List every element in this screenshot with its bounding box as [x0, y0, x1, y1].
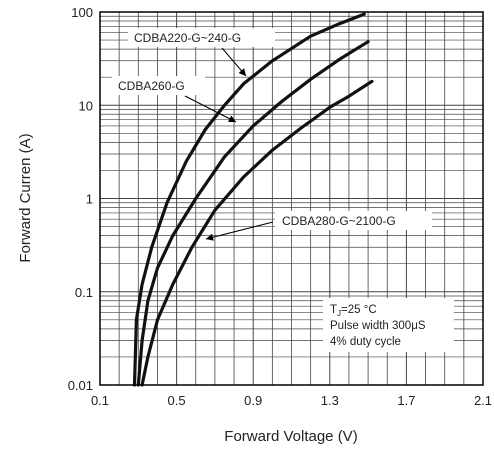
note-temperature: TJ=25 °C	[330, 304, 377, 318]
series-label: CDBA220-G~240-G	[134, 31, 241, 45]
series-label: CDBA260-G	[118, 79, 185, 93]
x-tick-label: 2.1	[474, 393, 492, 408]
y-tick-label: 1	[86, 192, 93, 207]
x-tick-label: 0.9	[244, 393, 262, 408]
x-axis-title: Forward Voltage (V)	[224, 428, 357, 445]
series-curve	[140, 79, 374, 387]
y-tick-label: 100	[71, 5, 93, 20]
x-tick-label: 1.3	[321, 393, 339, 408]
arrow-head	[206, 233, 214, 241]
series-label-pointer	[205, 221, 274, 240]
series-label-background	[128, 28, 275, 47]
annotations: CDBA220-G~240-G CDBA260-G CDBA280-G~2100-G	[112, 28, 432, 241]
series-curve	[136, 40, 370, 387]
y-axis-title: Forward Curren (A)	[17, 133, 34, 262]
series-group	[132, 12, 374, 387]
y-tick-label: 10	[79, 98, 93, 113]
note-duty-cycle: 4% duty cycle	[330, 336, 401, 348]
series-label-pointer	[184, 95, 237, 123]
x-tick-label: 1.7	[397, 393, 415, 408]
series-label: CDBA280-G~2100-G	[282, 214, 396, 228]
conditions-box	[323, 298, 454, 352]
grid	[100, 12, 483, 385]
series-label-background	[112, 76, 205, 95]
y-tick-label: 0.01	[68, 378, 93, 393]
conditions-note: TJ=25 °C Pulse width 300μS 4% duty cycle	[330, 304, 426, 348]
x-tick-label: 0.1	[91, 393, 109, 408]
x-tick-label: 0.5	[168, 393, 186, 408]
series-curve	[132, 12, 366, 387]
arrow-head	[238, 68, 246, 76]
series-label-background	[275, 211, 432, 230]
y-tick-label: 0.1	[75, 285, 93, 300]
plot-frame	[99, 11, 484, 386]
note-pulse-width: Pulse width 300μS	[330, 320, 426, 332]
arrow-head	[228, 115, 236, 122]
